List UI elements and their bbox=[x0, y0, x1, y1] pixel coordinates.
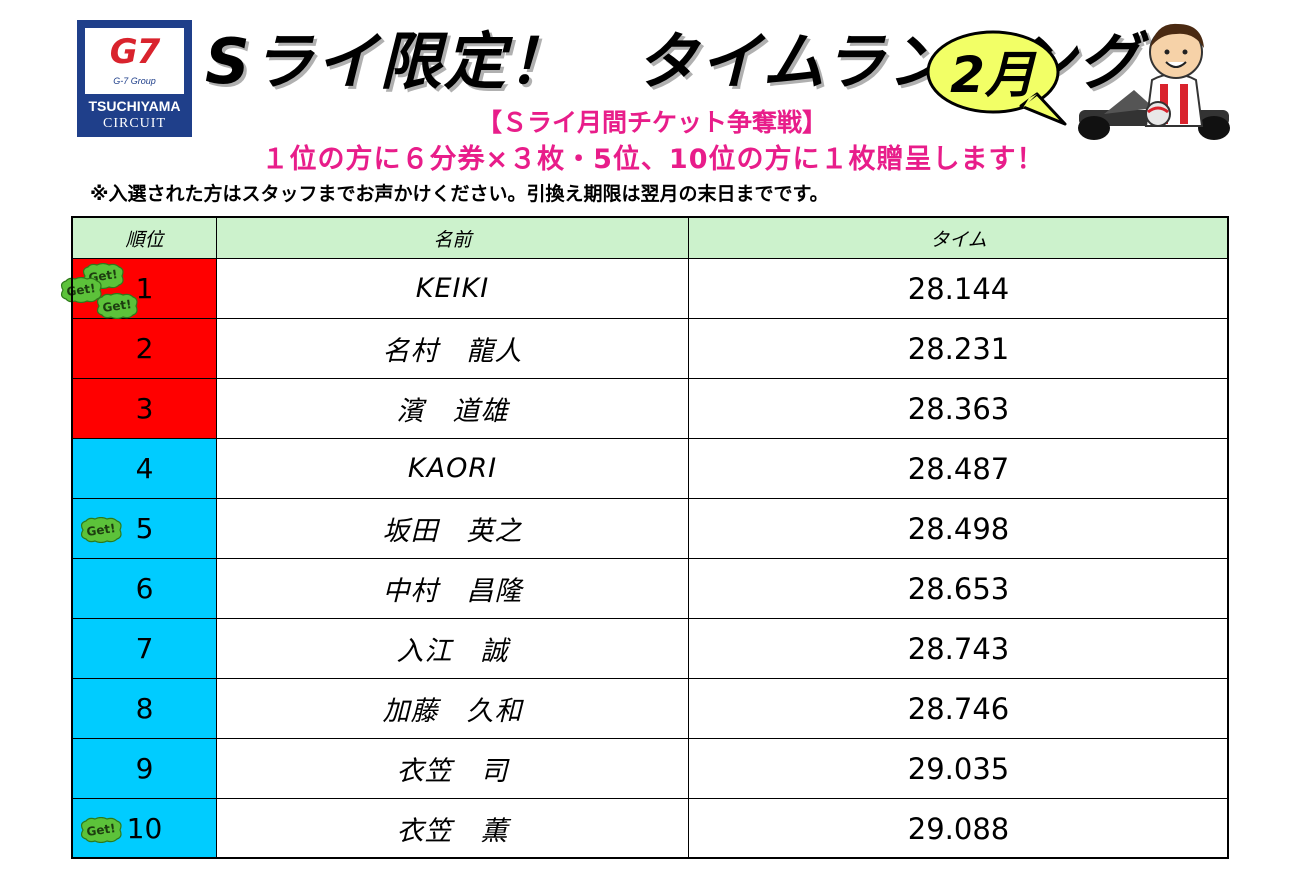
rank-number: 1 bbox=[135, 272, 154, 305]
rank-cell: 2 bbox=[72, 318, 217, 379]
campaign-subtitle: 【Ｓライ月間チケット争奪戦】 bbox=[476, 108, 827, 137]
lap-time: 28.653 bbox=[688, 558, 1229, 619]
rank-cell: 3 bbox=[72, 378, 217, 439]
table-row: 9 衣笠 司 29.035 bbox=[72, 738, 1229, 799]
prize-description: １位の方に６分券×３枚・5位、10位の方に１枚贈呈します！ bbox=[261, 144, 1045, 175]
driver-name: 中村 昌隆 bbox=[216, 558, 689, 619]
table-row: 1 Get! Get! Get! KEIKI 28.144 bbox=[60, 258, 1229, 319]
table-row: 4 KAORI 28.487 bbox=[72, 438, 1229, 499]
table-header-row: 順位 名前 タイム bbox=[72, 217, 1229, 259]
driver-name: 衣笠 薫 bbox=[216, 798, 689, 859]
driver-name: 濱 道雄 bbox=[216, 378, 689, 439]
rank-cell: 5 Get! bbox=[72, 498, 217, 559]
lap-time: 28.144 bbox=[688, 258, 1229, 319]
redemption-note: ※入選された方はスタッフまでお声かけください。引換え期限は翌月の末日までです。 bbox=[90, 183, 829, 205]
rank-number: 5 bbox=[135, 512, 154, 545]
lap-time: 28.498 bbox=[688, 498, 1229, 559]
speech-bubble-icon bbox=[926, 30, 1067, 126]
driver-name: KAORI bbox=[216, 438, 689, 499]
name-column-header: 名前 bbox=[216, 217, 689, 259]
logo-line-1: TSUCHIYAMA bbox=[88, 98, 181, 114]
lap-time: 28.746 bbox=[688, 678, 1229, 739]
driver-name: 入江 誠 bbox=[216, 618, 689, 679]
table-row: 2 名村 龍人 28.231 bbox=[72, 318, 1229, 379]
table-row: 7 入江 誠 28.743 bbox=[72, 618, 1229, 679]
get-badge-icon: Get! bbox=[79, 817, 123, 843]
lap-time: 28.743 bbox=[688, 618, 1229, 679]
month-label: 2月 bbox=[950, 46, 1035, 104]
logo-group: G-7 Group bbox=[113, 76, 156, 86]
driver-mascot-icon bbox=[1074, 18, 1234, 148]
month-bubble bbox=[925, 28, 1075, 126]
page-title: Sライ限定！ タイムランキング bbox=[205, 25, 1142, 98]
driver-name: 名村 龍人 bbox=[216, 318, 689, 379]
table-row: 10 Get! 衣笠 薫 29.088 bbox=[72, 798, 1229, 859]
table-row: 8 加藤 久和 28.746 bbox=[72, 678, 1229, 739]
ranking-table: 順位 名前 タイム 1 Get! Get! Get! KEIKI 28.144 2 名… bbox=[60, 217, 1229, 859]
circuit-logo: G7 G-7 Group TSUCHIYAMA CIRCUIT bbox=[77, 20, 192, 137]
get-badge-icon: Get! bbox=[79, 517, 123, 543]
logo-emblem: G7 G-7 Group bbox=[85, 28, 184, 94]
rank-number: 2 bbox=[135, 332, 154, 365]
rank-number: 9 bbox=[135, 752, 154, 785]
driver-name: 加藤 久和 bbox=[216, 678, 689, 739]
rank-number: 3 bbox=[135, 392, 154, 425]
lap-time: 28.231 bbox=[688, 318, 1229, 379]
driver-name: 坂田 英之 bbox=[216, 498, 689, 559]
lap-time: 29.035 bbox=[688, 738, 1229, 799]
rank-number: 7 bbox=[135, 632, 154, 665]
rank-column-header: 順位 bbox=[72, 217, 217, 259]
table-row: 5 Get! 坂田 英之 28.498 bbox=[72, 498, 1229, 559]
lap-time: 28.363 bbox=[688, 378, 1229, 439]
table-row: 6 中村 昌隆 28.653 bbox=[72, 558, 1229, 619]
driver-name: 衣笠 司 bbox=[216, 738, 689, 799]
rank-cell: 6 bbox=[72, 558, 217, 619]
rank-cell: 1 Get! Get! Get! bbox=[60, 258, 217, 319]
rank-cell: 7 bbox=[72, 618, 217, 679]
logo-line-2: CIRCUIT bbox=[103, 116, 166, 131]
lap-time: 28.487 bbox=[688, 438, 1229, 499]
table-row: 3 濱 道雄 28.363 bbox=[72, 378, 1229, 439]
rank-number: 10 bbox=[126, 812, 163, 845]
get-badge-icon: Get! bbox=[95, 293, 139, 319]
rank-cell: 8 bbox=[72, 678, 217, 739]
rank-number: 4 bbox=[135, 452, 154, 485]
rank-number: 6 bbox=[135, 572, 154, 605]
driver-name: KEIKI bbox=[216, 258, 689, 319]
lap-time: 29.088 bbox=[688, 798, 1229, 859]
rank-cell: 9 bbox=[72, 738, 217, 799]
logo-brand: G7 bbox=[109, 32, 161, 72]
time-column-header: タイム bbox=[688, 217, 1229, 259]
rank-cell: 4 bbox=[72, 438, 217, 499]
rank-cell: 10 Get! bbox=[72, 798, 217, 859]
rank-number: 8 bbox=[135, 692, 154, 725]
